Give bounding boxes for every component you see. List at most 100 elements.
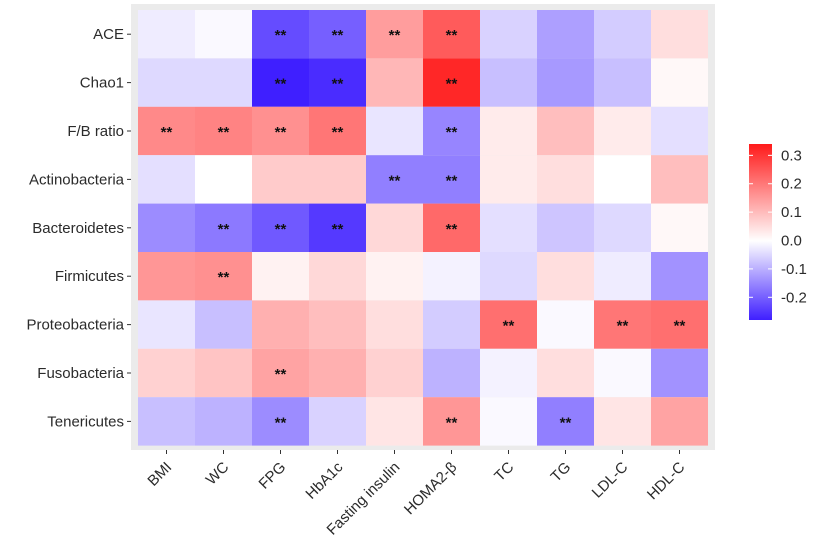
heatmap-cell bbox=[651, 252, 708, 301]
heatmap-cell bbox=[195, 106, 252, 156]
column-label: BMI bbox=[144, 459, 175, 490]
column-label: HbA1c bbox=[302, 458, 346, 502]
row-label: Firmicutes bbox=[55, 268, 124, 285]
heatmap-cell bbox=[138, 106, 195, 156]
significance-marker: ** bbox=[389, 172, 401, 189]
significance-marker: ** bbox=[218, 221, 230, 238]
heatmap-cell bbox=[651, 300, 708, 349]
heatmap-cell bbox=[423, 252, 480, 301]
heatmap-cell bbox=[252, 106, 309, 156]
heatmap-cell bbox=[480, 300, 537, 349]
heatmap-cell bbox=[366, 252, 423, 301]
significance-marker: ** bbox=[560, 414, 572, 431]
row-axis: ACE Chao1 F/B ratio Actinobacteria Bacteroid… bbox=[26, 26, 131, 430]
significance-marker: ** bbox=[275, 76, 287, 93]
significance-marker: ** bbox=[446, 414, 458, 431]
heatmap-cell bbox=[537, 348, 594, 398]
heatmap-cell bbox=[594, 397, 651, 446]
heatmap-cell bbox=[480, 252, 537, 301]
row-label: Chao1 bbox=[80, 75, 124, 92]
significance-marker: ** bbox=[446, 27, 458, 44]
heatmap-cell bbox=[366, 397, 423, 446]
heatmap-cell bbox=[594, 252, 651, 301]
significance-marker: ** bbox=[218, 124, 230, 141]
legend-tick-label: 0.2 bbox=[781, 176, 802, 193]
heatmap-cell bbox=[423, 203, 480, 252]
heatmap-cell bbox=[252, 348, 309, 398]
heatmap-cell bbox=[366, 300, 423, 349]
heatmap-cell bbox=[423, 300, 480, 349]
significance-marker: ** bbox=[332, 124, 344, 141]
column-label: HOMA2-β bbox=[401, 459, 461, 519]
heatmap-cell bbox=[594, 348, 651, 398]
heatmap-cell bbox=[309, 10, 366, 59]
heatmap-cell bbox=[138, 155, 195, 204]
significance-marker: ** bbox=[446, 124, 458, 141]
heatmap-cell bbox=[480, 10, 537, 59]
heatmap-cell bbox=[366, 348, 423, 398]
significance-marker: ** bbox=[275, 27, 287, 44]
heatmap-cell bbox=[252, 155, 309, 204]
significance-marker: ** bbox=[503, 318, 515, 335]
heatmap-cell bbox=[252, 10, 309, 59]
heatmap-cell bbox=[138, 397, 195, 446]
heatmap-cell bbox=[138, 348, 195, 398]
row-label: ACE bbox=[93, 26, 124, 43]
row-label: Bacteroidetes bbox=[32, 220, 124, 237]
legend-tick-label: 0.3 bbox=[781, 147, 802, 164]
heatmap-cell bbox=[423, 106, 480, 156]
heatmap-cell bbox=[537, 10, 594, 59]
significance-marker: ** bbox=[446, 76, 458, 93]
heatmap-cell bbox=[537, 203, 594, 252]
heatmap-cell bbox=[651, 155, 708, 204]
heatmap-cell bbox=[138, 300, 195, 349]
heatmap-cell bbox=[309, 397, 366, 446]
heatmap-cell bbox=[651, 58, 708, 107]
heatmap-cell bbox=[480, 58, 537, 107]
heatmap-cell bbox=[594, 10, 651, 59]
heatmap-cell bbox=[480, 397, 537, 446]
legend-tick-label: -0.1 bbox=[781, 261, 807, 278]
significance-marker: ** bbox=[332, 221, 344, 238]
significance-marker: ** bbox=[332, 76, 344, 93]
heatmap-cell bbox=[138, 252, 195, 301]
heatmap-cell bbox=[651, 203, 708, 252]
heatmap-cell bbox=[252, 252, 309, 301]
column-label: TC bbox=[491, 459, 517, 485]
legend-tick-label: -0.2 bbox=[781, 289, 807, 306]
heatmap-cell bbox=[195, 348, 252, 398]
heatmap-cell bbox=[480, 155, 537, 204]
heatmap-cell bbox=[309, 203, 366, 252]
color-legend: 0.3 0.2 0.1 0.0 -0.1 -0.2 bbox=[749, 144, 807, 320]
heatmap-cell bbox=[309, 300, 366, 349]
heatmap-cell bbox=[480, 106, 537, 156]
heatmap-cell bbox=[594, 155, 651, 204]
heatmap-cell bbox=[309, 252, 366, 301]
heatmap-cell bbox=[651, 106, 708, 156]
heatmap-cell bbox=[537, 155, 594, 204]
heatmap-cell bbox=[195, 58, 252, 107]
heatmap-cell bbox=[138, 58, 195, 107]
heatmap-cell bbox=[195, 203, 252, 252]
heatmap-cell bbox=[366, 58, 423, 107]
heatmap-cell bbox=[252, 397, 309, 446]
heatmap-cell bbox=[423, 397, 480, 446]
heatmap-cell bbox=[651, 348, 708, 398]
heatmap-cell bbox=[195, 155, 252, 204]
heatmap-cell bbox=[366, 106, 423, 156]
heatmap-cell bbox=[252, 203, 309, 252]
column-label: HDL-C bbox=[644, 459, 689, 504]
heatmap-cells bbox=[138, 10, 708, 446]
heatmap-cell bbox=[651, 397, 708, 446]
heatmap-cell bbox=[594, 58, 651, 107]
significance-marker: ** bbox=[446, 172, 458, 189]
heatmap-cell bbox=[309, 348, 366, 398]
row-label: Proteobacteria bbox=[26, 317, 124, 334]
column-label: TG bbox=[548, 459, 575, 486]
legend-tick-label: 0.0 bbox=[781, 233, 802, 250]
significance-marker: ** bbox=[674, 318, 686, 335]
row-label: Tenericutes bbox=[47, 413, 124, 430]
heatmap-cell bbox=[195, 300, 252, 349]
heatmap-cell bbox=[423, 58, 480, 107]
